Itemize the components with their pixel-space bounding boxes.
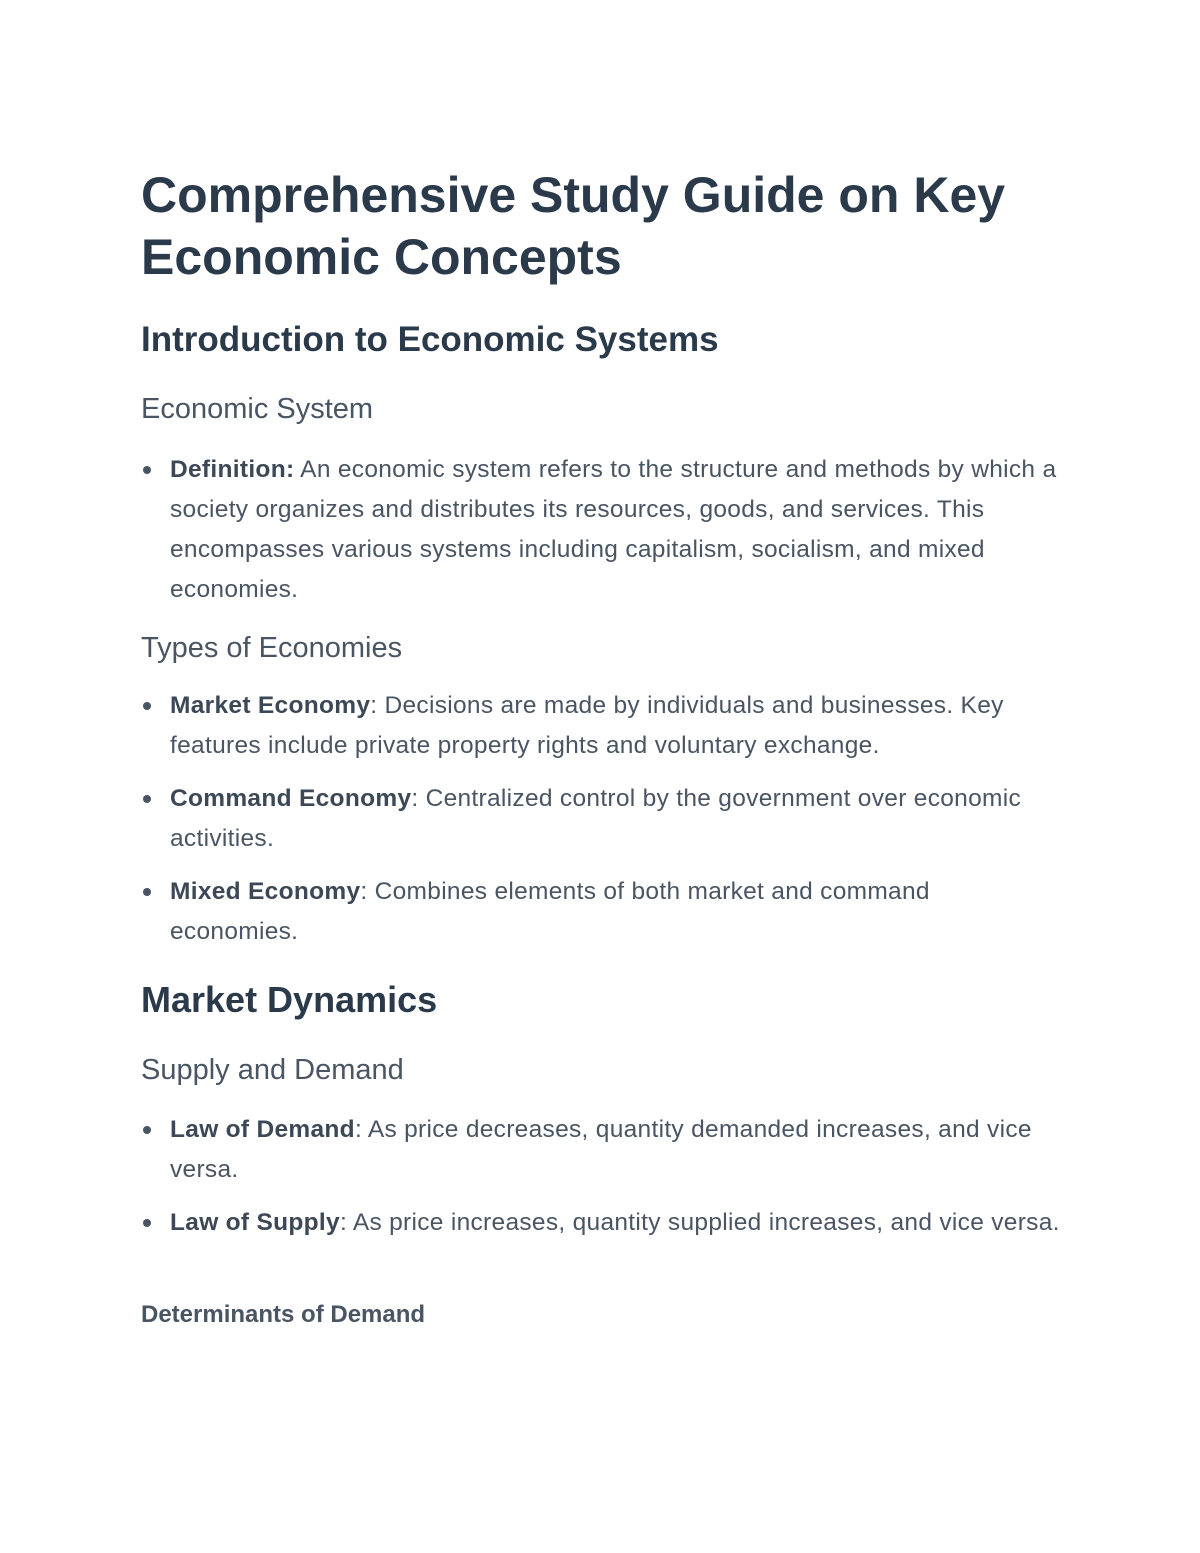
term: Law of Supply xyxy=(170,1209,340,1236)
term: Command Economy xyxy=(170,785,412,812)
bullet-icon xyxy=(143,1126,151,1134)
list-item: Mixed Economy: Combines elements of both… xyxy=(143,872,1060,952)
definition-text: : Decisions are made by individuals and … xyxy=(170,692,1004,759)
section-heading-market-dynamics: Market Dynamics xyxy=(141,979,438,1020)
definition-text: : As price decreases, quantity demanded … xyxy=(170,1116,1032,1183)
list-item: Definition: An economic system refers to… xyxy=(143,450,1060,610)
list-item: Market Economy: Decisions are made by in… xyxy=(143,686,1060,766)
section-heading-economic-systems: Introduction to Economic Systems xyxy=(141,320,719,359)
term: Market Economy xyxy=(170,692,371,719)
subsection-heading-supply-and-demand: Supply and Demand xyxy=(141,1054,404,1086)
term: Law of Demand xyxy=(170,1116,355,1143)
bullet-icon xyxy=(143,795,151,803)
bullet-icon xyxy=(143,466,151,474)
definition-text: : Centralized control by the government … xyxy=(170,785,1022,852)
bullet-icon xyxy=(143,1219,151,1227)
list-item: Law of Demand: As price decreases, quant… xyxy=(143,1110,1060,1190)
bullet-icon xyxy=(143,888,151,896)
document-title: Comprehensive Study Guide on Key Economi… xyxy=(141,167,1006,285)
subsection-heading-economic-system: Economic System xyxy=(141,393,374,425)
subsection-heading-types-of-economies: Types of Economies xyxy=(141,632,403,664)
bullet-icon xyxy=(143,702,151,710)
term: Mixed Economy xyxy=(170,878,361,905)
definition-text: An economic system refers to the structu… xyxy=(170,456,1057,603)
list-item: Command Economy: Centralized control by … xyxy=(143,779,1060,859)
list-item: Law of Supply: As price increases, quant… xyxy=(143,1203,1060,1243)
subheading-determinants-of-demand: Determinants of Demand xyxy=(141,1301,426,1328)
term: Definition: xyxy=(170,456,295,483)
definition-text: : As price increases, quantity supplied … xyxy=(339,1209,1060,1236)
definition-text: : Combines elements of both market and c… xyxy=(170,878,930,945)
